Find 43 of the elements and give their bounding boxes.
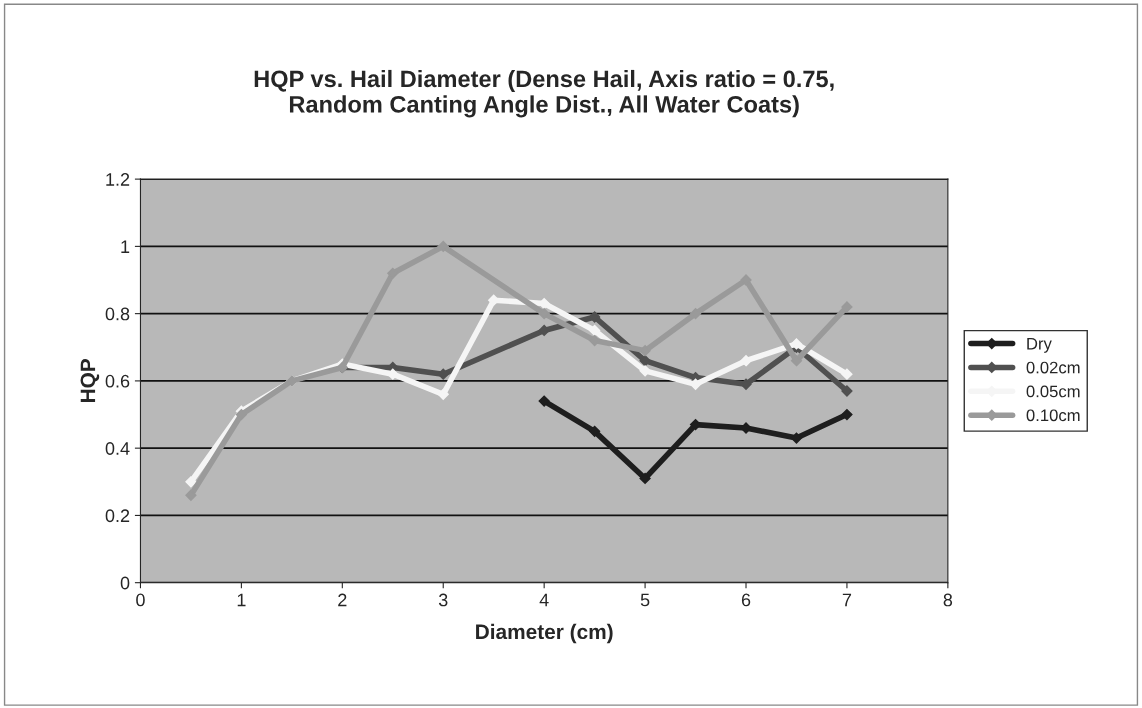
point — [589, 311, 601, 323]
legend-label: 0.10cm — [1026, 409, 1080, 422]
point — [589, 425, 601, 437]
y-tick-label: 0.2 — [105, 509, 130, 523]
y-tick-label: 0 — [120, 576, 130, 590]
legend-label: 0.02cm — [1026, 361, 1080, 374]
y-tick-label: 1.2 — [106, 173, 130, 186]
x-tick-label: 5 — [640, 593, 650, 607]
x-tick-label: 3 — [438, 593, 448, 607]
point — [790, 355, 803, 367]
y-tick-label: 0.6 — [105, 374, 130, 388]
point — [740, 355, 752, 367]
point — [689, 308, 702, 320]
point — [538, 308, 550, 320]
point — [538, 324, 550, 337]
x-tick-label: 8 — [943, 593, 953, 607]
point — [841, 408, 853, 421]
point — [639, 365, 651, 377]
point — [437, 388, 449, 400]
point — [841, 301, 853, 313]
point — [437, 240, 449, 252]
point — [841, 368, 853, 380]
x-tick-label: 4 — [539, 593, 549, 607]
point — [589, 324, 601, 337]
x-axis-title: Diameter (cm) — [476, 623, 613, 644]
x-tick-label: 2 — [338, 593, 347, 607]
point — [387, 267, 399, 279]
point — [185, 476, 197, 488]
chart-title: HQP vs. Hail Diameter (Dense Hail, Axis ratio = 0.75, Random Canting Angle Dist., All Water Coats) — [254, 69, 834, 118]
y-axis-title: HQP — [80, 359, 100, 403]
point — [639, 355, 651, 367]
legend-label: Dry — [1027, 337, 1052, 353]
y-tick-label: 1 — [121, 240, 130, 253]
point — [639, 472, 651, 485]
point — [185, 489, 197, 501]
point — [538, 395, 550, 407]
x-tick-label: 1 — [237, 593, 246, 607]
y-tick-label: 0.4 — [105, 442, 130, 455]
x-tick-label: 7 — [842, 593, 852, 607]
y-tick-label: 0.8 — [105, 307, 130, 321]
legend-label: 0.05cm — [1026, 385, 1080, 398]
x-tick-label: 0 — [136, 593, 145, 607]
x-tick-label: 6 — [741, 593, 751, 607]
